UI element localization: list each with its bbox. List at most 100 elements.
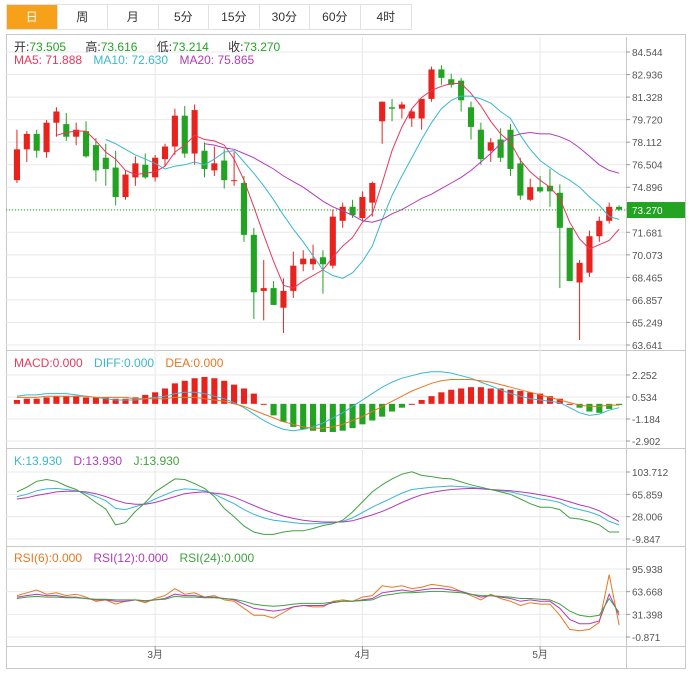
dea-line (16, 379, 620, 429)
price-tick-label: 79.720 (632, 116, 663, 127)
price-tick-label: 84.544 (632, 48, 663, 59)
macd-bar (576, 403, 583, 408)
rsi-tick-label: 31.398 (632, 610, 663, 621)
macd-bar (497, 388, 504, 404)
macd-bar (379, 403, 386, 417)
open-info: 开:73.505 (14, 40, 74, 54)
price-tick-label: 66.857 (632, 296, 663, 307)
ma5-line (56, 83, 620, 289)
macd-bar (240, 388, 248, 404)
candle-body (240, 182, 248, 235)
close-value: 73.270 (243, 40, 281, 54)
macd-bar (250, 393, 257, 404)
candle-body (260, 288, 267, 291)
tab-7[interactable]: 4时 (376, 10, 396, 24)
low-info: 低:73.214 (157, 40, 217, 54)
chart-frame (6, 34, 686, 669)
candle-body (517, 163, 524, 196)
macd-bar (349, 403, 356, 429)
macd-bar (448, 389, 455, 404)
tab-3[interactable]: 5分 (159, 5, 210, 29)
candle-body (102, 157, 109, 169)
macd-bar (527, 392, 534, 404)
macd-bar (33, 398, 40, 404)
candle-body (53, 111, 60, 123)
tab-4[interactable]: 15分 (209, 5, 260, 29)
k-label: K:13.930 (14, 454, 63, 468)
period-tabs: 日周月 5分 15分 30分 60分 4时 (6, 4, 412, 30)
macd-bar (73, 396, 80, 404)
macd-bar (507, 389, 514, 404)
macd-bar (537, 393, 544, 404)
macd-bar (339, 403, 346, 431)
macd-bar (546, 396, 554, 404)
candle-body (339, 206, 346, 221)
candle-body (63, 124, 70, 137)
rsi6-label: RSI(6):0.000 (14, 551, 83, 565)
high-label: 高: (85, 40, 101, 54)
macd-bar (231, 384, 238, 404)
candle-body (586, 236, 593, 273)
kdj-tick-label: 103.712 (632, 468, 669, 479)
tab-6[interactable]: 60分 (310, 5, 361, 29)
candle-body (566, 227, 573, 282)
kdj-tick-label: 28.006 (632, 513, 663, 524)
candle-body (487, 142, 494, 151)
candle-body (33, 133, 40, 151)
candle-body (171, 115, 178, 147)
macd-info: MACD:0.000 DIFF:0.000 DEA:0.000 (14, 356, 231, 370)
macd-bar (82, 397, 90, 404)
price-tick-label: 63.641 (632, 341, 663, 352)
candle-body (310, 258, 317, 265)
candle-body (280, 290, 287, 308)
candle-body (152, 157, 159, 178)
candle-body (300, 258, 307, 265)
diff-line (16, 371, 620, 432)
macd-tick-label: -1.184 (632, 415, 661, 426)
candle-body (359, 196, 366, 219)
kdj-tick-label: 65.859 (632, 490, 663, 501)
macd-bar (359, 403, 366, 425)
candle-body (73, 129, 80, 137)
rsi-tick-label: 63.668 (632, 588, 663, 599)
candle-body (388, 107, 396, 109)
ma10-line (105, 95, 620, 279)
macd-bar (369, 403, 376, 421)
rsi12-line (16, 588, 620, 625)
kdj-tick-label: -9.847 (632, 535, 661, 546)
ma20-label: MA20: 75.865 (179, 53, 255, 67)
candle-body (13, 149, 20, 181)
high-info: 高:73.616 (85, 40, 145, 54)
tab-1[interactable]: 周 (58, 5, 109, 29)
candle-body (428, 69, 435, 99)
kdj-info: K:13.930 D:13.930 J:13.930 (14, 454, 187, 468)
d-label: D:13.930 (73, 454, 123, 468)
macd-bar (23, 398, 30, 404)
candle-body (418, 98, 425, 119)
tab-5[interactable]: 30分 (260, 5, 311, 29)
macd-bar (300, 403, 307, 430)
macd-bar (280, 403, 287, 422)
candle-body (458, 80, 465, 101)
candle-body (122, 174, 129, 197)
candle-body (161, 146, 169, 160)
ma5-label: MA5: 71.888 (14, 53, 83, 67)
rsi6-line (16, 574, 620, 632)
candle-body (477, 129, 484, 160)
close-label: 收: (228, 40, 244, 54)
macd-bar (132, 397, 139, 404)
macd-bar (310, 403, 317, 431)
price-tick-label: 70.073 (632, 251, 663, 262)
macd-bar (596, 403, 603, 413)
candle-body (497, 139, 504, 158)
macd-bar (92, 397, 99, 404)
tab-0[interactable]: 日 (7, 5, 58, 29)
price-tick-label: 74.896 (632, 183, 663, 194)
tab-2[interactable]: 月 (108, 5, 159, 29)
k-line (16, 485, 620, 526)
month-tick-label: 4月 (355, 649, 371, 661)
macd-bar (152, 392, 159, 404)
macd-bar (53, 396, 60, 404)
macd-tick-label: 0.534 (632, 393, 657, 404)
